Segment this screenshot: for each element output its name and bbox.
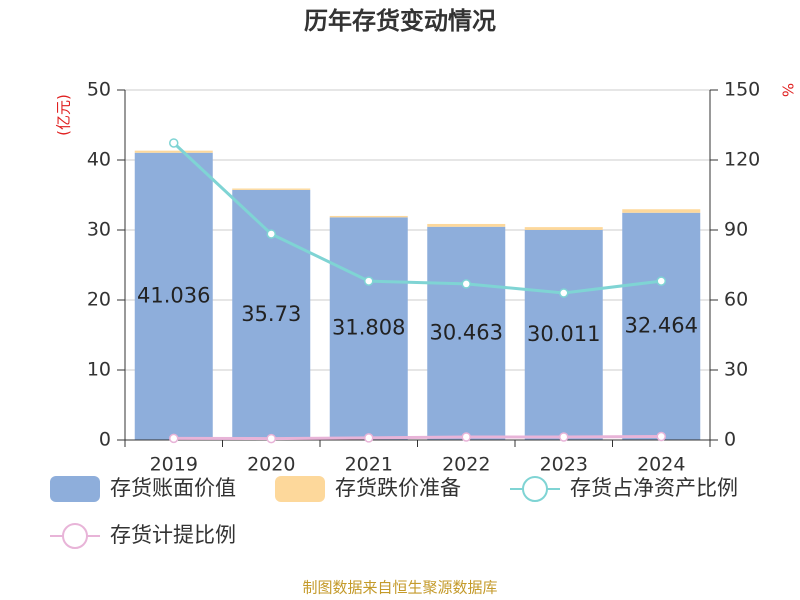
y2-tick-label: 90 bbox=[724, 219, 748, 241]
value-label: 35.73 bbox=[241, 302, 301, 326]
line bbox=[173, 435, 662, 441]
chart-title: 历年存货变动情况 bbox=[304, 7, 496, 35]
legend-swatch bbox=[62, 523, 88, 549]
value-label: 30.011 bbox=[527, 322, 600, 346]
bar bbox=[524, 227, 603, 230]
bar bbox=[427, 226, 506, 440]
bar bbox=[427, 223, 506, 227]
y-tick-label: 30 bbox=[87, 219, 111, 241]
point bbox=[559, 288, 569, 298]
legend-label: 存货跌价准备 bbox=[335, 476, 461, 500]
point bbox=[266, 433, 276, 444]
point bbox=[461, 432, 471, 442]
point bbox=[364, 433, 374, 443]
y-tick-label: 10 bbox=[87, 359, 111, 381]
bar bbox=[329, 215, 408, 218]
y2-tick-label: 30 bbox=[724, 359, 748, 381]
bar bbox=[524, 229, 603, 440]
legend-swatch bbox=[50, 476, 100, 502]
bar bbox=[622, 212, 701, 440]
legend-swatch bbox=[275, 476, 325, 502]
bar bbox=[329, 217, 408, 440]
value-label: 41.036 bbox=[137, 283, 210, 307]
legend-swatch bbox=[522, 476, 548, 502]
y-tick-label: 50 bbox=[87, 79, 111, 101]
y2-tick-label: 120 bbox=[724, 149, 760, 171]
point bbox=[559, 432, 569, 442]
x-tick-label: 2022 bbox=[442, 454, 490, 476]
bar bbox=[134, 152, 213, 441]
x-tick-label: 2023 bbox=[540, 454, 588, 476]
point bbox=[169, 433, 179, 444]
legend-label: 存货计提比例 bbox=[110, 523, 236, 547]
x-tick-label: 2020 bbox=[247, 454, 295, 476]
point bbox=[656, 276, 666, 286]
x-tick-label: 2021 bbox=[345, 454, 393, 476]
y2-tick-label: 150 bbox=[724, 79, 760, 101]
y-tick-label: 20 bbox=[87, 289, 111, 311]
y2-tick-label: 0 bbox=[724, 429, 736, 451]
y2-tick-label: 60 bbox=[724, 289, 748, 311]
point bbox=[364, 276, 374, 286]
line bbox=[172, 141, 662, 295]
source-note: 制图数据来自恒生聚源数据库 bbox=[302, 579, 497, 597]
value-label: 30.463 bbox=[430, 320, 503, 344]
point bbox=[656, 431, 666, 442]
bar bbox=[232, 188, 311, 190]
y-tick-label: 0 bbox=[99, 429, 111, 451]
value-label: 32.464 bbox=[625, 313, 698, 337]
value-label: 31.808 bbox=[332, 316, 405, 340]
legend-label: 存货占净资产比例 bbox=[570, 476, 738, 500]
bar bbox=[622, 209, 701, 213]
legend-label: 存货账面价值 bbox=[110, 476, 236, 500]
x-tick-label: 2019 bbox=[150, 454, 198, 476]
y-axis-label: (亿元) bbox=[55, 94, 73, 136]
x-tick-label: 2024 bbox=[637, 454, 685, 476]
y-tick-label: 40 bbox=[87, 149, 111, 171]
bar bbox=[134, 150, 213, 153]
point bbox=[266, 229, 276, 239]
point bbox=[169, 138, 179, 148]
y2-axis-label: % bbox=[779, 83, 797, 97]
point bbox=[461, 279, 471, 289]
